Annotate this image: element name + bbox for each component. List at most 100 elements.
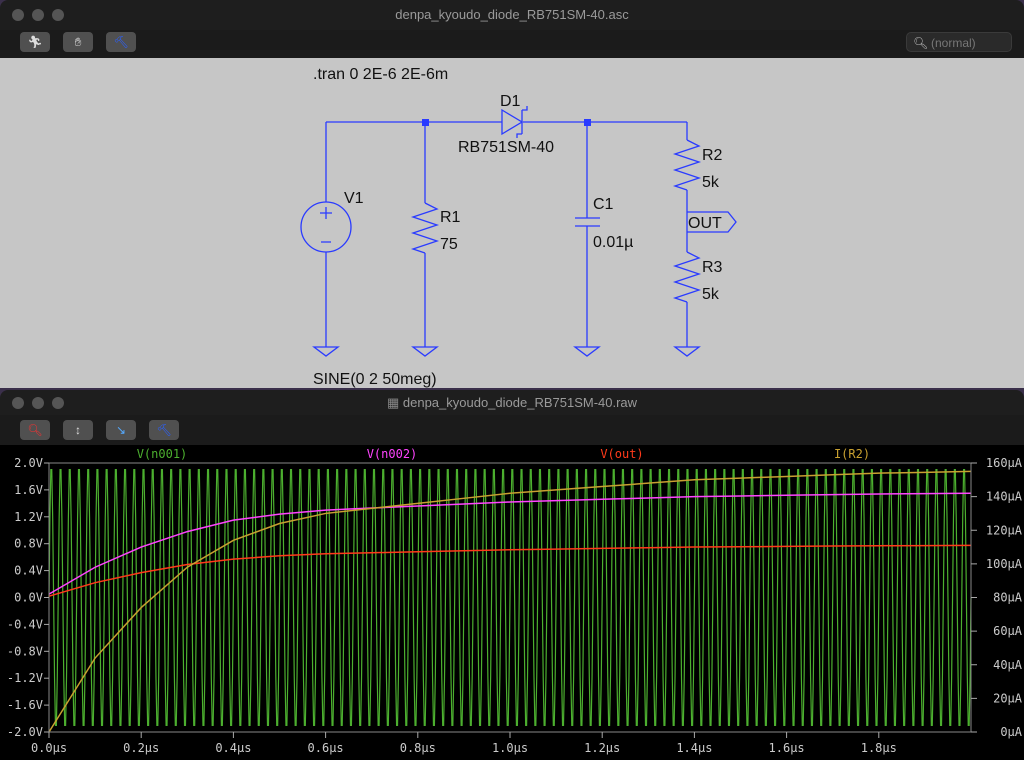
- zoom-icon: 🔍︎: [27, 423, 43, 437]
- x-tick-label: 0.4µs: [215, 741, 251, 755]
- x-tick-label: 1.6µs: [769, 741, 805, 755]
- schematic-title-bar: denpa_kyoudo_diode_RB751SM-40.asc: [0, 0, 1024, 30]
- schematic-toolbar: 🏃︎ ✋︎ 🔨︎ 🔍︎ (normal): [0, 30, 1024, 59]
- zoom-button[interactable]: [52, 397, 64, 409]
- waveform-chart[interactable]: 2.0V 1.6V 1.2V 0.8V 0.4V 0.0V -0.4V -0.8V -1.2V -…: [0, 445, 1024, 760]
- y-tick-label-left: -1.2V: [7, 671, 43, 685]
- x-tick-label: 0.6µs: [308, 741, 344, 755]
- y-tick-label-right: 120µA: [986, 523, 1023, 537]
- y-tick-label-left: -0.4V: [7, 617, 43, 631]
- x-tick-label: 1.0µs: [492, 741, 528, 755]
- y-tick-label-right: 20µA: [993, 691, 1023, 705]
- y-tick-label-right: 80µA: [993, 591, 1023, 605]
- waveform-plot[interactable]: 2.0V 1.6V 1.2V 0.8V 0.4V 0.0V -0.4V -0.8V -1.2V -…: [0, 445, 1024, 760]
- y-tick-label-left: 0.4V: [14, 564, 43, 578]
- r3-value[interactable]: 5k: [702, 286, 720, 303]
- run-button[interactable]: 🏃︎: [20, 32, 50, 52]
- hammer-button[interactable]: 🔨︎: [149, 420, 179, 440]
- trace-v-n002[interactable]: [48, 492, 972, 595]
- r2-value[interactable]: 5k: [702, 174, 720, 191]
- schematic-window: denpa_kyoudo_diode_RB751SM-40.asc 🏃︎ ✋︎ …: [0, 0, 1024, 388]
- waveform-toolbar: 🔍︎ ↕ ↘ 🔨︎: [0, 415, 1024, 446]
- capacitor-c1: [575, 217, 600, 227]
- r3-name[interactable]: R3: [702, 259, 723, 276]
- waveform-file-icon: ▦: [386, 395, 400, 410]
- y-tick-label-left: 2.0V: [14, 456, 43, 470]
- voltage-source-v1: [300, 201, 352, 253]
- trace-v-n001[interactable]: [48, 468, 972, 727]
- c1-value[interactable]: 0.01µ: [593, 234, 633, 251]
- search-icon: 🔍︎: [913, 36, 929, 50]
- c1-name[interactable]: C1: [593, 196, 614, 213]
- trace-label[interactable]: V(n002): [367, 447, 418, 461]
- trace-v-out[interactable]: [48, 544, 972, 597]
- diode-d1: [501, 106, 528, 138]
- y-tick-label-right: 160µA: [986, 456, 1023, 470]
- r1-value[interactable]: 75: [440, 236, 458, 253]
- autorange-button[interactable]: ↕: [63, 420, 93, 440]
- out-label[interactable]: OUT: [688, 215, 722, 232]
- hammer-icon: 🔨︎: [156, 423, 172, 437]
- d1-name[interactable]: D1: [500, 93, 521, 110]
- trace-label[interactable]: I(R2): [834, 447, 870, 461]
- zoom-button[interactable]: [52, 9, 64, 21]
- r1-name[interactable]: R1: [440, 209, 461, 226]
- window-title: denpa_kyoudo_diode_RB751SM-40.raw: [402, 395, 638, 410]
- trace-label[interactable]: V(n001): [137, 447, 188, 461]
- resistor-r1: [410, 202, 440, 254]
- x-tick-label: 0.8µs: [400, 741, 436, 755]
- window-title: denpa_kyoudo_diode_RB751SM-40.asc: [395, 7, 629, 22]
- v1-value[interactable]: SINE(0 2 50meg): [313, 371, 437, 388]
- y-tick-label-left: -0.8V: [7, 644, 43, 658]
- y-tick-label-right: 40µA: [993, 658, 1023, 672]
- y-tick-label-left: 1.2V: [14, 510, 43, 524]
- ground-symbol: [411, 346, 439, 357]
- x-tick-label: 0.0µs: [31, 741, 67, 755]
- ground-symbol: [312, 346, 340, 357]
- y-tick-label-left: 0.0V: [14, 591, 43, 605]
- junction-dot: [584, 119, 591, 126]
- y-tick-label-left: 0.8V: [14, 537, 43, 551]
- waveform-title-bar: ▦ denpa_kyoudo_diode_RB751SM-40.raw: [0, 390, 1024, 415]
- tran-directive[interactable]: .tran 0 2E-6 2E-6m: [313, 66, 448, 83]
- r2-name[interactable]: R2: [702, 147, 723, 164]
- x-tick-label: 1.4µs: [676, 741, 712, 755]
- cursor-button[interactable]: ↘: [106, 420, 136, 440]
- x-tick-label: 0.2µs: [123, 741, 159, 755]
- cursor-icon: ↘: [115, 423, 127, 437]
- pan-button[interactable]: ✋︎: [63, 32, 93, 52]
- x-tick-label: 1.8µs: [861, 741, 897, 755]
- net-flag-out: [687, 211, 737, 233]
- minimize-button[interactable]: [32, 397, 44, 409]
- resistor-r2: [672, 139, 702, 191]
- close-button[interactable]: [12, 397, 24, 409]
- schematic-canvas[interactable]: .tran 0 2E-6 2E-6m D1 RB751SM-40 V1 SINE…: [0, 58, 1024, 388]
- run-icon: 🏃︎: [27, 35, 43, 49]
- plus-sign: [320, 207, 332, 243]
- x-tick-label: 1.2µs: [584, 741, 620, 755]
- schematic-drawing: .tran 0 2E-6 2E-6m D1 RB751SM-40 V1 SINE…: [300, 66, 737, 388]
- trace-i-r2[interactable]: [48, 470, 972, 733]
- hammer-icon: 🔨︎: [113, 35, 129, 49]
- autorange-icon: ↕: [75, 423, 81, 437]
- close-button[interactable]: [12, 9, 24, 21]
- y-tick-label-left: 1.6V: [14, 483, 43, 497]
- hand-icon: ✋︎: [74, 34, 82, 49]
- y-tick-label-right: 0µA: [1000, 725, 1022, 739]
- ground-symbol: [573, 346, 601, 357]
- zoom-tool-button[interactable]: 🔍︎: [20, 420, 50, 440]
- hammer-button[interactable]: 🔨︎: [106, 32, 136, 52]
- search-placeholder: (normal): [931, 36, 976, 50]
- v1-name[interactable]: V1: [344, 190, 364, 207]
- y-tick-label-left: -2.0V: [7, 725, 43, 739]
- y-tick-label-right: 100µA: [986, 557, 1023, 571]
- trace-label[interactable]: V(out): [600, 447, 643, 461]
- resistor-r3: [672, 251, 702, 303]
- waveform-window: ▦ denpa_kyoudo_diode_RB751SM-40.raw 🔍︎ ↕…: [0, 390, 1024, 760]
- ground-symbol: [673, 346, 701, 357]
- search-input[interactable]: 🔍︎ (normal): [906, 32, 1012, 52]
- d1-value[interactable]: RB751SM-40: [458, 139, 554, 156]
- minimize-button[interactable]: [32, 9, 44, 21]
- y-tick-label-right: 140µA: [986, 490, 1023, 504]
- y-tick-label-right: 60µA: [993, 624, 1023, 638]
